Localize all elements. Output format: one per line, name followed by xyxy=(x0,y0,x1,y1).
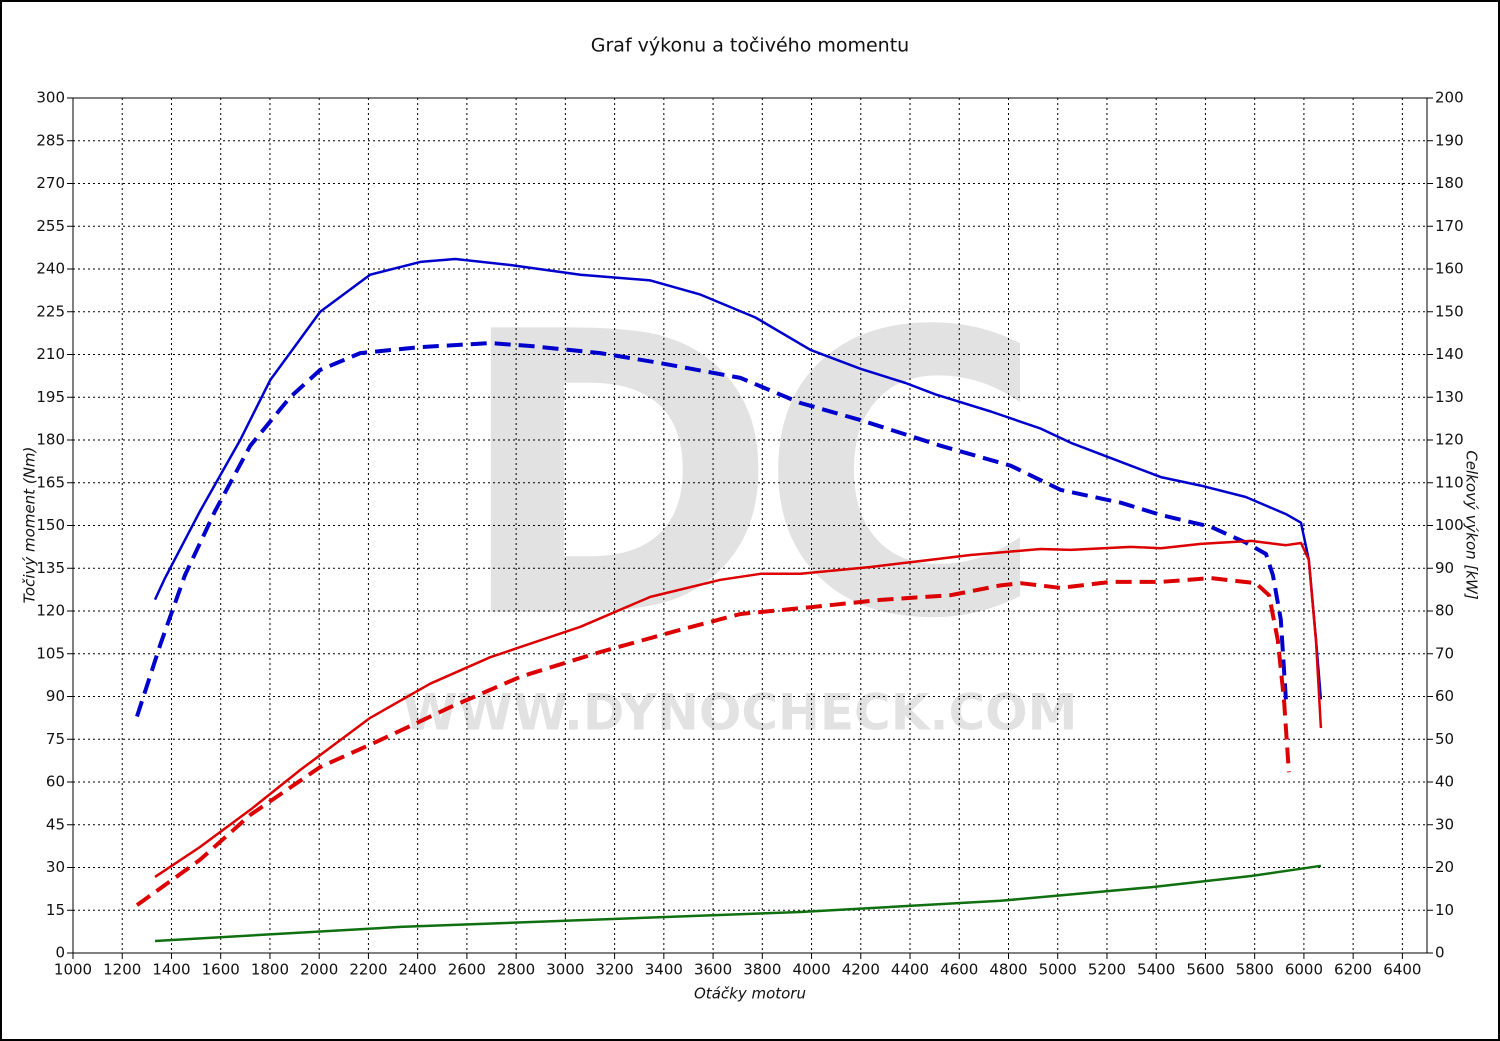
series-line xyxy=(153,257,1323,700)
y-axis-label: Točivý moment (Nm) xyxy=(21,447,39,604)
y2-tick-label: 50 xyxy=(1435,730,1454,748)
y-tick-label: 270 xyxy=(36,174,65,192)
y-tick-label: 30 xyxy=(46,858,65,876)
y2-tick-label: 150 xyxy=(1435,302,1464,320)
y-tick-label: 210 xyxy=(36,345,65,363)
y-tick-label: 285 xyxy=(36,131,65,149)
y-tick-label: 195 xyxy=(36,388,65,406)
y2-axis-label: Celkový výkon [kW] xyxy=(1463,450,1481,600)
series-line xyxy=(154,864,1322,943)
x-tick-label: 3000 xyxy=(546,961,584,979)
x-tick-label: 4200 xyxy=(842,961,880,979)
y2-tick-label: 70 xyxy=(1435,644,1454,662)
y-tick-label: 150 xyxy=(36,516,65,534)
y2-tick-label: 0 xyxy=(1435,944,1445,962)
x-tick-label: 2800 xyxy=(497,961,535,979)
x-tick-label: 4800 xyxy=(989,961,1027,979)
y2-tick-label: 60 xyxy=(1435,687,1454,705)
x-tick-label: 1600 xyxy=(202,961,240,979)
x-tick-label: 2600 xyxy=(448,961,486,979)
y2-tick-label: 130 xyxy=(1435,388,1464,406)
watermark-url: WWW.DYNOCHECK.COM xyxy=(403,684,1078,742)
y-tick-label: 300 xyxy=(36,89,65,107)
y2-tick-label: 40 xyxy=(1435,773,1454,791)
x-tick-label: 4400 xyxy=(891,961,929,979)
x-tick-label: 4000 xyxy=(792,961,830,979)
chart-title: Graf výkonu a točivého momentu xyxy=(591,35,909,57)
y2-tick-label: 100 xyxy=(1435,516,1464,534)
x-tick-label: 4600 xyxy=(940,961,978,979)
x-tick-label: 1400 xyxy=(152,961,190,979)
y-tick-label: 240 xyxy=(36,260,65,278)
y2-tick-label: 10 xyxy=(1435,901,1454,919)
y-tick-label: 255 xyxy=(36,217,65,235)
series-line xyxy=(135,576,1291,907)
y2-tick-label: 160 xyxy=(1435,260,1464,278)
y-tick-label: 105 xyxy=(36,644,65,662)
y2-tick-label: 80 xyxy=(1435,602,1454,620)
y2-tick-label: 170 xyxy=(1435,217,1464,235)
x-tick-label: 3600 xyxy=(694,961,732,979)
y-tick-label: 120 xyxy=(36,602,65,620)
y-tick-label: 180 xyxy=(36,431,65,449)
x-tick-label: 5400 xyxy=(1137,961,1175,979)
x-axis-label: Otáčky motoru xyxy=(694,985,806,1003)
watermark-logo: DC xyxy=(455,250,1025,704)
y2-tick-label: 180 xyxy=(1435,174,1464,192)
y-tick-label: 90 xyxy=(46,687,65,705)
x-tick-label: 1200 xyxy=(103,961,141,979)
y-tick-label: 135 xyxy=(36,559,65,577)
x-tick-label: 6400 xyxy=(1383,961,1421,979)
series-line xyxy=(154,539,1323,878)
y2-tick-label: 30 xyxy=(1435,815,1454,833)
y-tick-label: 60 xyxy=(46,773,65,791)
y2-tick-label: 140 xyxy=(1435,345,1464,363)
x-tick-label: 5600 xyxy=(1186,961,1224,979)
y2-tick-label: 190 xyxy=(1435,131,1464,149)
y-tick-label: 15 xyxy=(46,901,65,919)
x-tick-label: 3800 xyxy=(743,961,781,979)
x-tick-label: 5000 xyxy=(1039,961,1077,979)
y2-tick-label: 110 xyxy=(1435,473,1464,491)
y2-tick-label: 20 xyxy=(1435,858,1454,876)
x-tick-label: 3200 xyxy=(596,961,634,979)
x-tick-label: 2000 xyxy=(300,961,338,979)
x-tick-label: 1800 xyxy=(251,961,289,979)
y-tick-label: 0 xyxy=(55,944,65,962)
x-tick-label: 5200 xyxy=(1088,961,1126,979)
y2-tick-label: 200 xyxy=(1435,89,1464,107)
y2-tick-label: 120 xyxy=(1435,431,1464,449)
y-tick-label: 45 xyxy=(46,815,65,833)
x-tick-label: 6000 xyxy=(1285,961,1323,979)
x-tick-label: 2400 xyxy=(399,961,437,979)
y-tick-label: 225 xyxy=(36,302,65,320)
y-tick-label: 75 xyxy=(46,730,65,748)
y2-tick-label: 90 xyxy=(1435,559,1454,577)
series-line xyxy=(135,341,1288,718)
x-tick-label: 1000 xyxy=(54,961,92,979)
x-tick-label: 5800 xyxy=(1236,961,1274,979)
x-tick-label: 3400 xyxy=(645,961,683,979)
x-tick-label: 6200 xyxy=(1334,961,1372,979)
y-tick-label: 165 xyxy=(36,473,65,491)
x-tick-label: 2200 xyxy=(349,961,387,979)
